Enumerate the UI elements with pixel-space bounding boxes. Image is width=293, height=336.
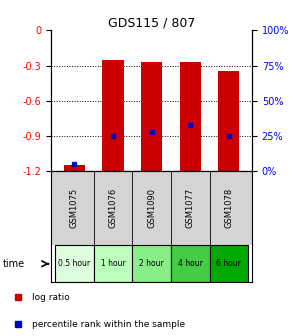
Bar bbox=[171, 245, 209, 282]
Text: 4 hour: 4 hour bbox=[178, 259, 203, 268]
Bar bbox=[218, 72, 239, 171]
Bar bbox=[209, 245, 248, 282]
Text: 1 hour: 1 hour bbox=[101, 259, 125, 268]
Bar bbox=[180, 62, 201, 171]
Bar bbox=[141, 62, 162, 171]
Text: 0.5 hour: 0.5 hour bbox=[58, 259, 91, 268]
Bar bbox=[55, 245, 94, 282]
Text: GSM1076: GSM1076 bbox=[108, 188, 117, 228]
Text: GSM1090: GSM1090 bbox=[147, 188, 156, 228]
Text: GSM1077: GSM1077 bbox=[186, 188, 195, 228]
Bar bbox=[132, 245, 171, 282]
Text: time: time bbox=[3, 259, 25, 269]
Text: GSM1075: GSM1075 bbox=[70, 188, 79, 228]
Text: 2 hour: 2 hour bbox=[139, 259, 164, 268]
Bar bbox=[64, 166, 85, 171]
Title: GDS115 / 807: GDS115 / 807 bbox=[108, 16, 195, 29]
Text: log ratio: log ratio bbox=[32, 293, 70, 302]
Text: 6 hour: 6 hour bbox=[217, 259, 241, 268]
Text: GSM1078: GSM1078 bbox=[224, 188, 233, 228]
Bar bbox=[94, 245, 132, 282]
Bar bbox=[103, 60, 124, 171]
Text: percentile rank within the sample: percentile rank within the sample bbox=[32, 320, 185, 329]
